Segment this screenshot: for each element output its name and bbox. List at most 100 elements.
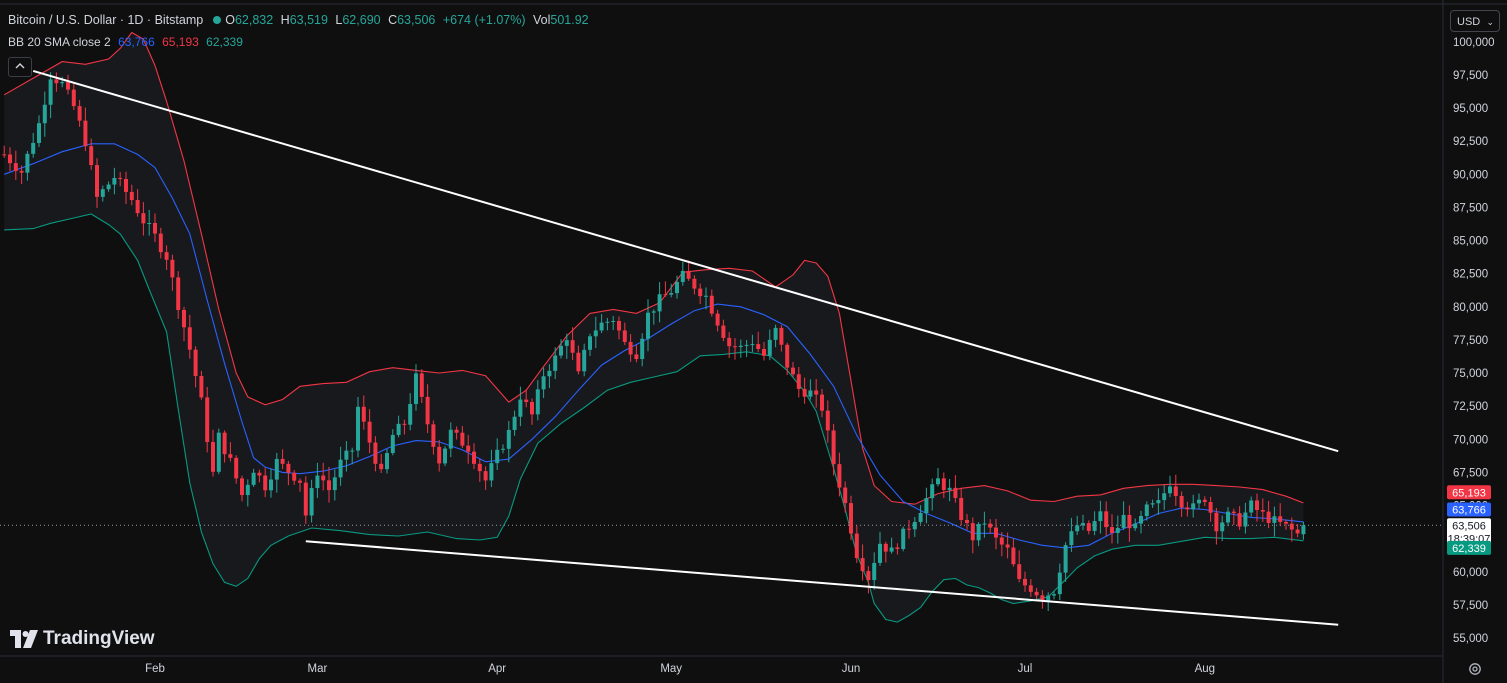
candle-body — [1052, 594, 1056, 596]
indicator-legend[interactable]: BB 20 SMA close 2 63,766 65,193 62,339 — [8, 35, 247, 49]
candle — [379, 453, 384, 474]
candle — [1052, 591, 1056, 600]
y-tick-label: 70,000 — [1453, 434, 1488, 446]
candle-body — [350, 450, 355, 452]
bollinger-basis-line — [4, 143, 1304, 549]
candle — [628, 334, 633, 362]
candle-body — [1081, 523, 1085, 526]
candle — [901, 526, 906, 552]
candle-body — [182, 309, 186, 328]
candle — [135, 189, 140, 217]
candle — [1278, 503, 1283, 527]
x-tick-label: May — [660, 663, 682, 675]
candle-body — [274, 458, 279, 480]
candle-body — [541, 376, 546, 390]
candle — [460, 426, 465, 449]
candle-body — [530, 402, 534, 415]
candle — [477, 459, 482, 482]
candle — [976, 521, 981, 547]
candle-body — [1295, 529, 1300, 534]
lower-trendline[interactable] — [305, 540, 1339, 626]
candle — [1295, 524, 1300, 538]
candle-body — [675, 282, 679, 294]
candle — [402, 419, 407, 435]
candle-body — [570, 340, 575, 353]
chevron-down-icon: ⌄ — [1486, 17, 1494, 27]
candle — [715, 309, 720, 332]
candle-body — [988, 523, 993, 528]
candle — [199, 370, 204, 400]
candle-body — [402, 423, 407, 425]
gear-icon[interactable] — [1467, 661, 1483, 677]
candle-body — [843, 487, 848, 504]
candle — [1237, 506, 1242, 530]
y-tick-label: 80,000 — [1453, 302, 1488, 314]
candle-body — [251, 472, 256, 485]
candle-body — [524, 399, 529, 403]
candle — [443, 446, 447, 467]
candle — [1202, 496, 1207, 507]
candle-body — [367, 421, 372, 443]
y-tick-label: 87,500 — [1453, 202, 1488, 214]
y-tick-label: 60,000 — [1453, 567, 1488, 579]
candle — [19, 165, 24, 184]
candle-body — [1214, 512, 1219, 532]
candle-body — [1092, 521, 1097, 531]
candle-body — [495, 449, 500, 464]
candle — [721, 319, 726, 342]
candle-body — [373, 442, 378, 464]
candle-body — [193, 349, 198, 377]
candle-body — [112, 177, 117, 185]
candle — [651, 309, 656, 325]
candle — [1214, 507, 1219, 545]
candle — [576, 345, 581, 375]
close-value: 63,506 — [397, 13, 436, 27]
candle-body — [1017, 564, 1022, 579]
candle — [112, 167, 117, 195]
candle-body — [831, 430, 836, 465]
candle — [970, 517, 975, 554]
candle — [338, 446, 343, 486]
candle — [907, 519, 911, 539]
symbol-title[interactable]: Bitcoin / U.S. Dollar · 1D · Bitstamp — [8, 13, 204, 27]
candle — [245, 479, 250, 507]
collapse-legend-button[interactable] — [8, 57, 32, 77]
candle — [1057, 563, 1062, 601]
candle — [1179, 491, 1184, 517]
currency-selector[interactable]: USD ⌄ — [1450, 10, 1500, 32]
candle — [1028, 579, 1033, 597]
candle — [750, 334, 755, 353]
candle — [936, 467, 940, 487]
candle-body — [1011, 547, 1016, 565]
candle — [66, 74, 70, 95]
candle — [367, 409, 372, 454]
symbol-legend[interactable]: Bitcoin / U.S. Dollar · 1D · Bitstamp O62… — [8, 13, 593, 27]
candle-body — [77, 106, 82, 121]
candle-body — [42, 104, 47, 124]
candle-body — [292, 472, 297, 481]
candle — [1017, 550, 1022, 583]
candle — [344, 441, 349, 472]
candle-body — [918, 513, 923, 522]
candle-body — [477, 463, 482, 472]
candle — [448, 422, 453, 458]
candle-body — [448, 429, 453, 449]
candle — [269, 468, 273, 498]
y-tick-label: 67,500 — [1453, 467, 1488, 479]
candle — [54, 72, 59, 92]
candle — [1226, 507, 1230, 527]
x-tick-label: Mar — [307, 663, 327, 675]
candle — [559, 339, 563, 359]
indicator-name[interactable]: BB 20 SMA close 2 — [8, 35, 111, 49]
candle-body — [1301, 525, 1306, 535]
candle-body — [1115, 527, 1120, 533]
candle-body — [698, 288, 703, 297]
tradingview-logo: TradingView — [10, 628, 155, 650]
candle — [646, 299, 650, 352]
candle — [837, 452, 842, 497]
candle — [153, 213, 157, 243]
candle — [274, 452, 279, 493]
upper-trendline[interactable] — [32, 69, 1339, 453]
